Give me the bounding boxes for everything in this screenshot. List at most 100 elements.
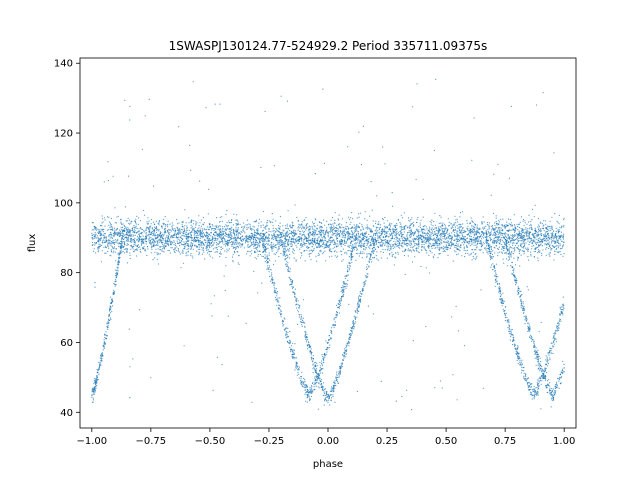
data-point	[217, 229, 219, 231]
data-point	[122, 236, 124, 238]
data-point	[151, 248, 153, 250]
data-point	[390, 230, 392, 232]
data-point	[408, 231, 410, 233]
data-point	[255, 234, 257, 237]
data-point	[365, 227, 367, 229]
data-point	[360, 230, 362, 232]
data-point	[355, 225, 357, 227]
data-point	[284, 225, 287, 227]
data-point	[469, 244, 471, 247]
data-point	[389, 241, 391, 243]
data-point	[276, 240, 279, 242]
data-point	[485, 249, 487, 251]
data-point	[523, 252, 525, 255]
data-point	[350, 217, 352, 219]
data-point	[380, 241, 382, 243]
data-point	[252, 225, 254, 227]
data-point	[231, 226, 233, 228]
data-point	[130, 239, 132, 241]
data-point	[163, 223, 165, 225]
data-point	[239, 244, 241, 246]
data-point	[133, 231, 135, 233]
data-point	[515, 235, 517, 237]
data-point	[378, 231, 380, 233]
data-point	[180, 241, 182, 244]
data-point	[474, 224, 476, 226]
data-point	[237, 233, 239, 235]
data-point	[510, 237, 512, 239]
data-point	[480, 243, 482, 245]
data-point	[285, 251, 287, 253]
data-point	[255, 220, 257, 222]
data-point	[95, 252, 97, 254]
data-point	[497, 229, 499, 231]
data-point	[284, 232, 286, 234]
data-point	[327, 234, 329, 237]
data-point	[95, 237, 97, 239]
data-point	[235, 233, 238, 235]
data-point	[199, 227, 201, 229]
data-point	[164, 242, 166, 244]
data-point	[271, 245, 273, 247]
data-point	[132, 227, 134, 229]
data-point	[198, 231, 200, 233]
data-point	[318, 232, 320, 234]
data-point	[213, 228, 215, 230]
data-point	[293, 249, 295, 252]
data-point	[332, 228, 334, 231]
data-point	[401, 234, 403, 236]
data-point	[182, 234, 184, 236]
data-point	[434, 247, 436, 249]
data-point	[441, 228, 443, 230]
data-point	[107, 242, 109, 244]
data-point	[364, 218, 366, 220]
data-point	[382, 243, 384, 245]
data-point	[423, 228, 425, 230]
data-point	[277, 225, 280, 227]
data-point	[363, 248, 365, 250]
data-point	[157, 242, 159, 244]
data-point	[559, 245, 561, 247]
data-point	[110, 250, 112, 252]
data-point	[350, 221, 352, 223]
data-point	[156, 231, 158, 234]
data-point	[423, 241, 425, 243]
data-point	[194, 233, 196, 235]
data-point	[459, 223, 461, 225]
data-point	[291, 241, 293, 243]
data-point	[332, 231, 334, 233]
data-point	[454, 244, 457, 246]
data-point	[444, 223, 446, 225]
data-point	[434, 227, 436, 229]
data-point	[96, 235, 98, 237]
data-point	[309, 225, 311, 227]
data-point	[270, 246, 272, 248]
data-point	[445, 232, 447, 235]
data-point	[150, 252, 152, 254]
data-point	[208, 246, 210, 248]
data-point	[412, 239, 414, 241]
data-point	[119, 229, 121, 231]
data-point	[198, 244, 200, 246]
data-point	[407, 255, 409, 257]
data-point	[410, 246, 412, 248]
data-point	[316, 240, 318, 242]
data-point	[413, 238, 415, 240]
data-point	[497, 248, 500, 250]
data-point	[310, 252, 312, 254]
data-point	[258, 239, 260, 241]
data-point	[454, 226, 456, 228]
data-point	[207, 244, 209, 246]
data-point	[172, 242, 174, 244]
data-point	[366, 236, 368, 238]
data-point	[195, 223, 197, 225]
data-point	[137, 241, 139, 243]
data-point	[425, 226, 427, 228]
data-point	[431, 219, 433, 221]
data-point	[526, 238, 528, 240]
data-point	[306, 249, 308, 251]
data-point	[214, 225, 216, 227]
data-point	[533, 235, 535, 237]
data-point	[129, 223, 131, 225]
data-point	[252, 238, 255, 240]
